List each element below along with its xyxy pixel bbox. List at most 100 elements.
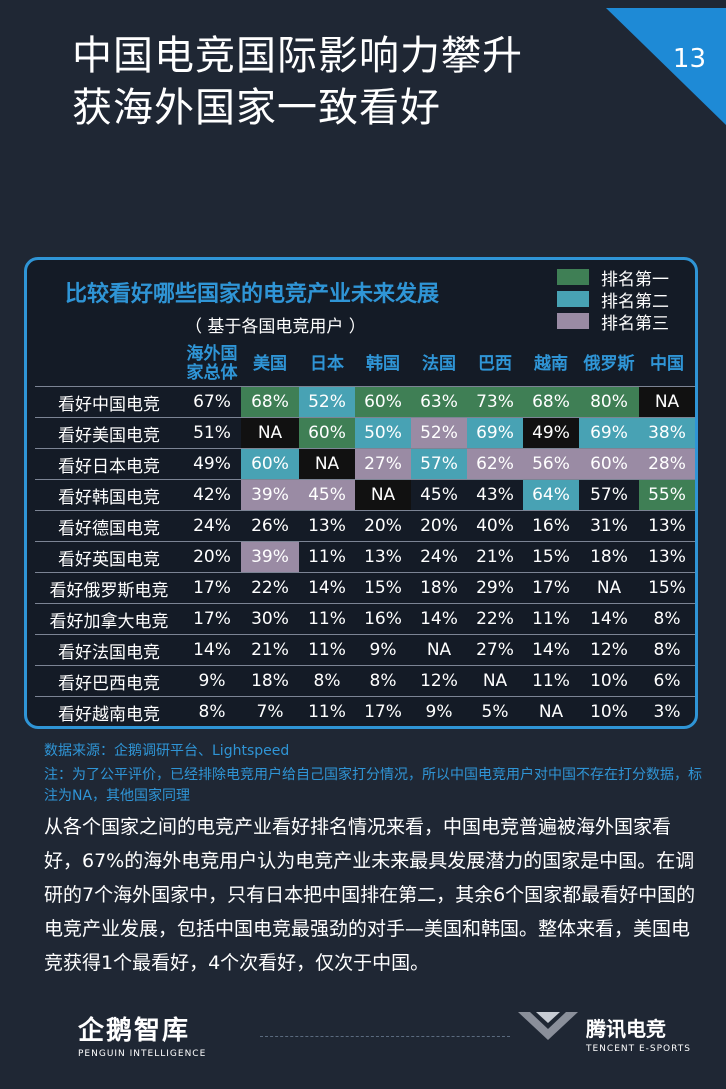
penguin-intelligence-logo: 企鹅智库 PENGUIN INTELLIGENCE [78, 1010, 206, 1059]
table-cell: NA [241, 417, 299, 449]
table-cell: 68% [241, 386, 299, 418]
table-cell: 7% [241, 696, 299, 727]
column-header: 韩国 [366, 353, 400, 374]
table-cell: 73% [467, 386, 523, 418]
table-cell: 62% [467, 448, 523, 480]
table-cell: 14% [299, 572, 355, 604]
table-cell: 39% [241, 541, 299, 573]
table-cell: 15% [639, 572, 695, 604]
table-row: 看好韩国电竞 42% 39% 45% NA 45% 43% 64% 57% 55% [35, 479, 695, 511]
column-header: 巴西 [478, 353, 512, 374]
table-cell: 8% [639, 603, 695, 635]
table-cell: 57% [579, 479, 639, 511]
row-label: 看好中国电竞 [35, 386, 183, 418]
table-row: 看好俄罗斯电竞 17% 22% 14% 15% 18% 29% 17% NA 15% [35, 572, 695, 604]
table-cell: 10% [579, 696, 639, 727]
table-cell: 28% [639, 448, 695, 480]
table-cell: 52% [299, 386, 355, 418]
table-cell: 11% [299, 541, 355, 573]
table-cell: 9% [411, 696, 467, 727]
table-cell: 11% [523, 603, 579, 635]
legend-label-rank-1: 排名第一 [601, 269, 669, 290]
table-cell: 11% [299, 634, 355, 666]
table-cell: 16% [355, 603, 411, 635]
table-cell: 80% [579, 386, 639, 418]
table-cell: 24% [183, 510, 241, 542]
table-cell: 43% [467, 479, 523, 511]
table-row: 看好日本电竞 49% 60% NA 27% 57% 62% 56% 60% 28% [35, 448, 695, 480]
table-cell: 69% [467, 417, 523, 449]
table-cell: 14% [579, 603, 639, 635]
table-cell: 8% [183, 696, 241, 727]
column-header: 日本 [310, 353, 344, 374]
table-cell: 8% [299, 665, 355, 697]
row-label: 看好美国电竞 [35, 417, 183, 449]
legend-item-rank-2: 排名第二 [557, 288, 669, 312]
table-cell: 22% [467, 603, 523, 635]
chart-panel: 比较看好哪些国家的电竞产业未来发展 （ 基于各国电竞用户 ） 排名第一 排名第二… [24, 257, 698, 729]
header-corner [35, 342, 183, 387]
footnote: 注：为了公平评价，已经排除电竞用户给自己国家打分情况，所以中国电竞用户对中国不存… [44, 767, 702, 804]
table-cell: 60% [241, 448, 299, 480]
table-cell: 51% [183, 417, 241, 449]
chart-subtitle: （ 基于各国电竞用户 ） [185, 317, 366, 337]
table-cell: 18% [579, 541, 639, 573]
table-cell: 17% [355, 696, 411, 727]
table-cell: 42% [183, 479, 241, 511]
table-row: 看好法国电竞 14% 21% 11% 9% NA 27% 14% 12% 8% [35, 634, 695, 666]
table-row: 看好加拿大电竞 17% 30% 11% 16% 14% 22% 11% 14% 8% [35, 603, 695, 635]
table-cell: 18% [241, 665, 299, 697]
table-cell: NA [523, 696, 579, 727]
table-cell: 56% [523, 448, 579, 480]
table-cell: 9% [183, 665, 241, 697]
table-row: 看好中国电竞 67% 68% 52% 60% 63% 73% 68% 80% NA [35, 386, 695, 418]
table-cell: 20% [411, 510, 467, 542]
table-cell: 45% [299, 479, 355, 511]
column-header: 海外国家总体 [186, 344, 238, 383]
table-cell: 5% [467, 696, 523, 727]
table-cell: 21% [241, 634, 299, 666]
right-logo-text: 腾讯电竞 [586, 1016, 666, 1041]
table-cell: NA [299, 448, 355, 480]
table-cell: 8% [355, 665, 411, 697]
table-cell: 3% [639, 696, 695, 727]
table-cell: NA [639, 386, 695, 418]
legend-swatch-rank-1 [557, 269, 589, 285]
table-body: 看好中国电竞 67% 68% 52% 60% 63% 73% 68% 80% NA 看好美国电竞 51… [35, 386, 695, 727]
page-title: 中国电竞国际影响力攀升 获海外国家一致看好 [72, 30, 523, 134]
column-header: 美国 [253, 353, 287, 374]
row-label: 看好越南电竞 [35, 696, 183, 727]
table-header-row: 海外国家总体 美国 日本 韩国 法国 巴西 越南 俄罗斯 中国 [35, 342, 695, 387]
table-cell: 22% [241, 572, 299, 604]
table-cell: NA [579, 572, 639, 604]
table-cell: 13% [299, 510, 355, 542]
table-cell: 39% [241, 479, 299, 511]
tencent-esports-emblem-icon [518, 1012, 578, 1040]
table-cell: 15% [523, 541, 579, 573]
table-cell: 69% [579, 417, 639, 449]
table-cell: 8% [639, 634, 695, 666]
table-cell: 49% [523, 417, 579, 449]
legend-item-rank-3: 排名第三 [557, 310, 669, 334]
table-cell: 13% [355, 541, 411, 573]
column-header: 越南 [534, 353, 568, 374]
table-cell: 68% [523, 386, 579, 418]
table-row: 看好美国电竞 51% NA 60% 50% 52% 69% 49% 69% 38% [35, 417, 695, 449]
tencent-esports-logo: 腾讯电竞 TENCENT E-SPORTS [518, 1012, 691, 1054]
table-cell: 6% [639, 665, 695, 697]
table-cell: 14% [523, 634, 579, 666]
table-row: 看好德国电竞 24% 26% 13% 20% 20% 40% 16% 31% 13% [35, 510, 695, 542]
table-cell: 52% [411, 417, 467, 449]
column-header: 俄罗斯 [583, 353, 635, 374]
table-cell: 63% [411, 386, 467, 418]
table-cell: 60% [579, 448, 639, 480]
legend-swatch-rank-2 [557, 291, 589, 307]
table-cell: 57% [411, 448, 467, 480]
table-cell: 38% [639, 417, 695, 449]
page-number: 13 [672, 44, 706, 74]
table-cell: 31% [579, 510, 639, 542]
table-cell: 29% [467, 572, 523, 604]
table-cell: 26% [241, 510, 299, 542]
table-cell: 30% [241, 603, 299, 635]
table-cell: 67% [183, 386, 241, 418]
